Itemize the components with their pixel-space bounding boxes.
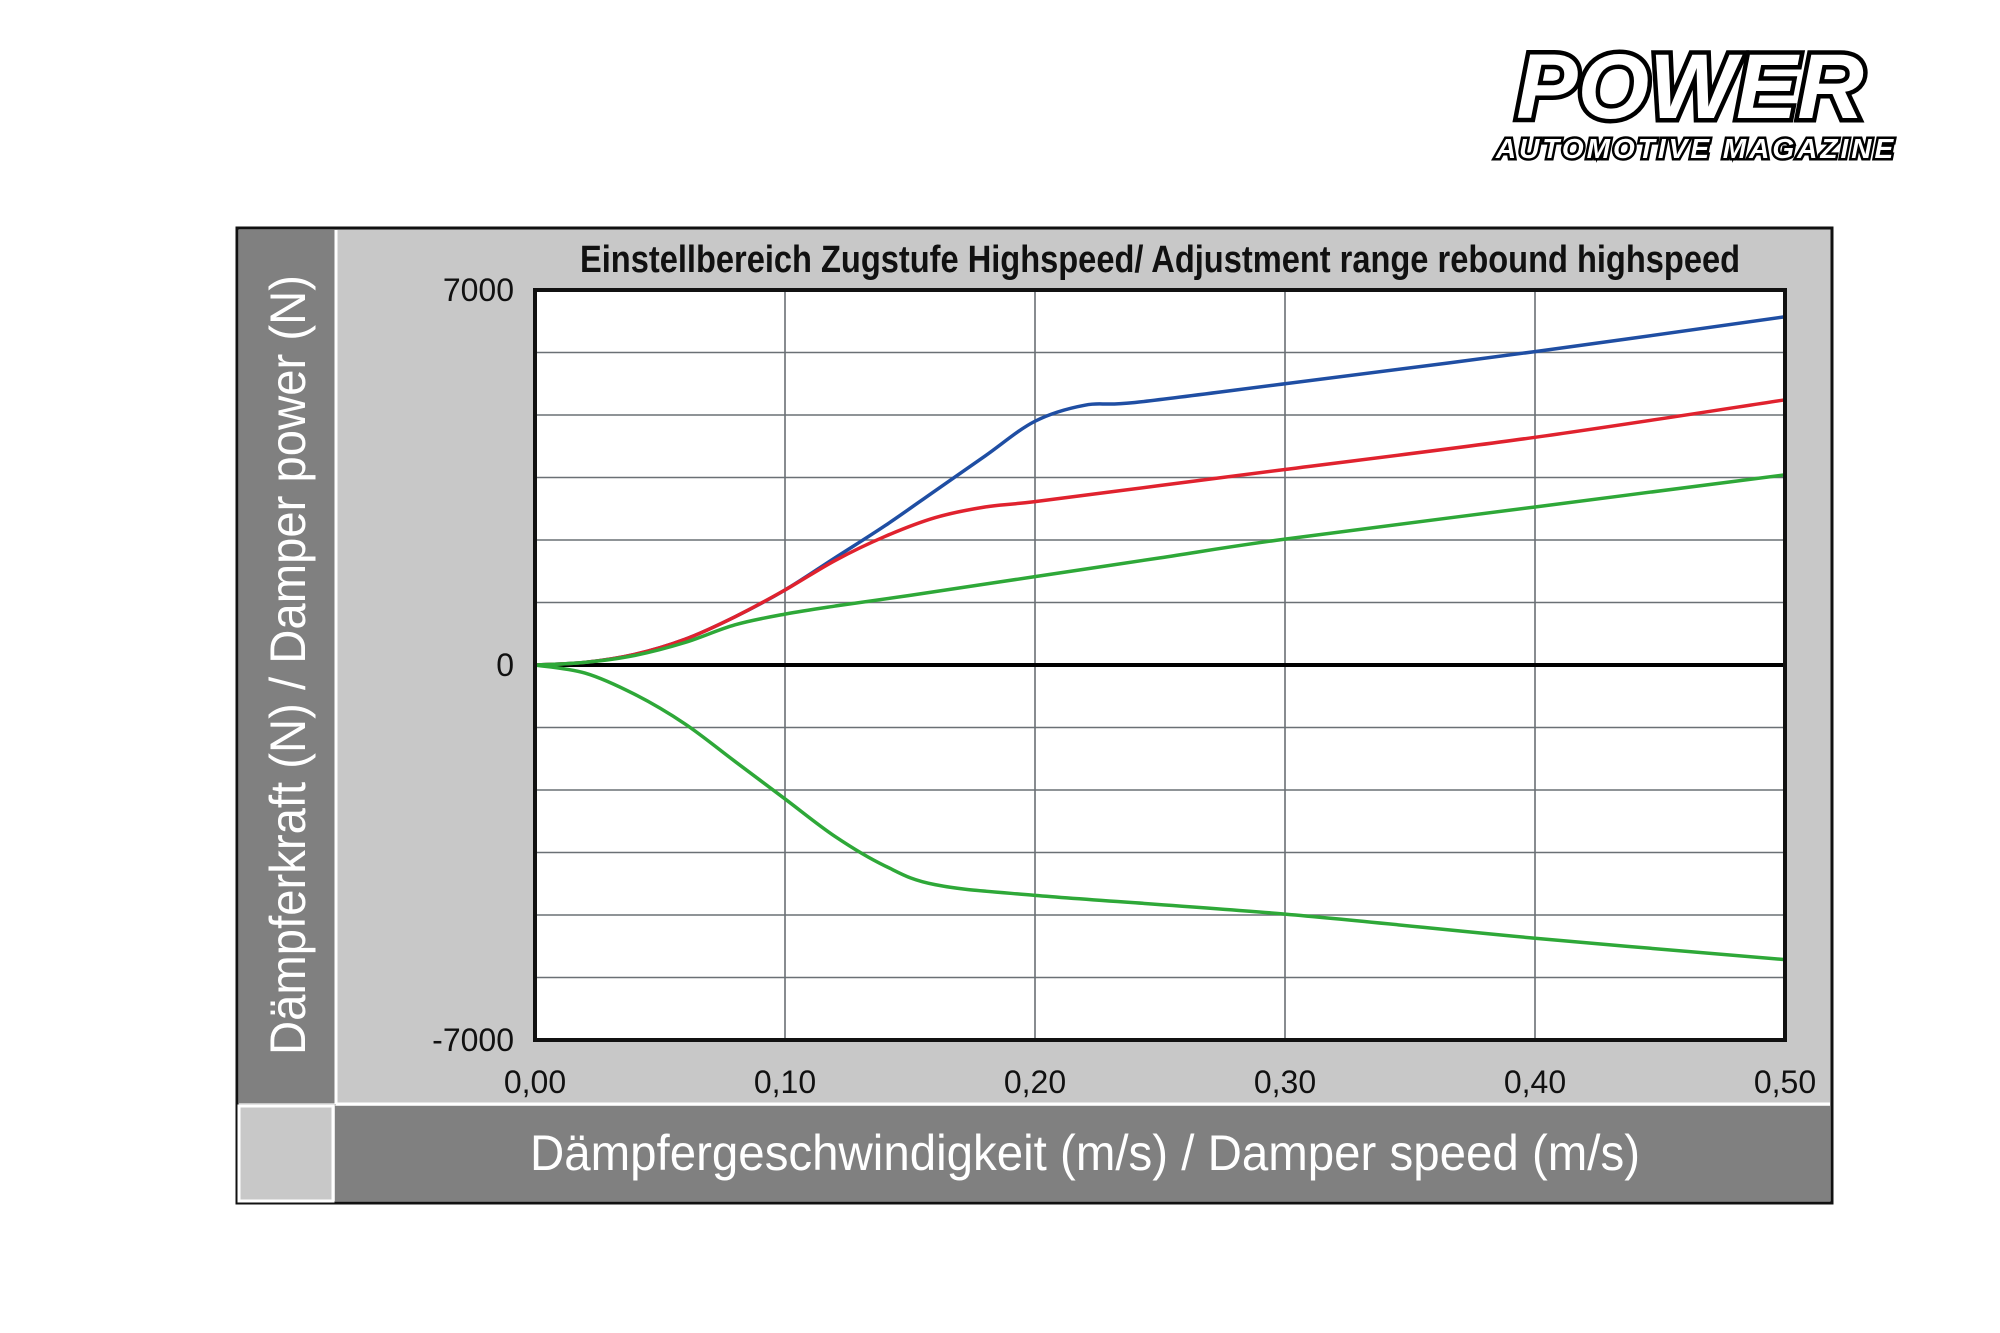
- series-group: [534, 315, 1786, 962]
- tick-labels: 0,00 0,10 0,20 0,30 0,40 0,50 7000 0 -7000: [432, 272, 1816, 1100]
- ylabel-band: [239, 230, 335, 1103]
- xlabel-band: [335, 1106, 1830, 1201]
- y-tick-label: 7000: [443, 272, 514, 308]
- x-tick-label: 0,40: [1504, 1064, 1566, 1100]
- series-line-3: [534, 473, 1786, 667]
- grid: [535, 290, 1785, 1040]
- brand-name: POWER: [1516, 40, 1864, 138]
- brand-tagline: AUTOMOTIVE MAGAZINE: [1495, 133, 1896, 164]
- power-magazine-logo: POWER POWER AUTOMOTIVE MAGAZINE AUTOMOTI…: [1492, 40, 1896, 167]
- brand-name-fill: POWER: [1516, 40, 1864, 138]
- plot-border: [533, 288, 1787, 1042]
- y-axis-label: Dämpferkraft (N) / Damper power (N): [260, 275, 316, 1055]
- brand-tagline-fill: AUTOMOTIVE MAGAZINE: [1495, 133, 1896, 164]
- y-tick-label: 0: [496, 647, 514, 683]
- x-tick-label: 0,20: [1004, 1064, 1066, 1100]
- x-tick-label: 0,30: [1254, 1064, 1316, 1100]
- x-axis-label: Dämpfergeschwindigkeit (m/s) / Damper sp…: [530, 1125, 1640, 1181]
- series-line-4: [534, 663, 1786, 962]
- chart-title: Einstellbereich Zugstufe Highspeed/ Adju…: [580, 239, 1740, 281]
- y-tick-label: -7000: [432, 1022, 514, 1058]
- series-line-2: [534, 398, 1786, 667]
- x-tick-label: 0,00: [504, 1064, 566, 1100]
- x-tick-label: 0,50: [1754, 1064, 1816, 1100]
- corner-cell: [237, 1104, 335, 1203]
- x-tick-label: 0,10: [754, 1064, 816, 1100]
